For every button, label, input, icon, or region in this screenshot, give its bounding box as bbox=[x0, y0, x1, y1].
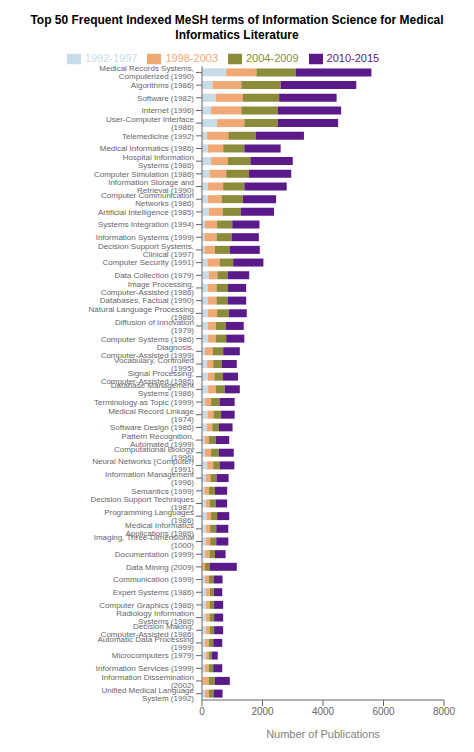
svg-text:2000: 2000 bbox=[251, 706, 274, 717]
svg-text:Decision Support Techniques(19: Decision Support Techniques(1987) bbox=[91, 495, 195, 512]
svg-text:Communication (1999): Communication (1999) bbox=[113, 575, 194, 584]
svg-text:6000: 6000 bbox=[372, 706, 395, 717]
svg-text:Expert Systems (1986): Expert Systems (1986) bbox=[113, 588, 195, 597]
svg-text:Information Services (1999): Information Services (1999) bbox=[96, 664, 195, 673]
svg-text:Software (1982): Software (1982) bbox=[137, 94, 194, 103]
svg-text:Decision Support Systems,Clini: Decision Support Systems,Clinical (1997) bbox=[98, 242, 194, 259]
svg-text:Telemedicine (1992): Telemedicine (1992) bbox=[122, 132, 194, 141]
svg-text:Computer Simulation (1986): Computer Simulation (1986) bbox=[94, 170, 194, 179]
svg-text:Computer Graphics (1986): Computer Graphics (1986) bbox=[99, 601, 194, 610]
svg-text:Computer Security (1991): Computer Security (1991) bbox=[102, 258, 194, 267]
svg-text:Medical Records Systems,Comput: Medical Records Systems,Computerized (19… bbox=[99, 64, 194, 81]
svg-text:0: 0 bbox=[199, 706, 205, 717]
svg-text:Semantics (1999): Semantics (1999) bbox=[131, 487, 194, 496]
svg-text:Microcomputers (1979): Microcomputers (1979) bbox=[112, 651, 195, 660]
svg-text:Information Systems (1999): Information Systems (1999) bbox=[96, 233, 195, 242]
svg-text:Image Processing,Computer-Assi: Image Processing,Computer-Assisted (1986… bbox=[101, 280, 195, 297]
svg-text:4000: 4000 bbox=[312, 706, 335, 717]
svg-text:Computer Systems (1986): Computer Systems (1986) bbox=[101, 335, 195, 344]
svg-text:User-Computer Interface(1986): User-Computer Interface(1986) bbox=[106, 115, 195, 132]
svg-text:Medical Informatics (1986): Medical Informatics (1986) bbox=[100, 144, 195, 153]
svg-text:Terminology as Topic (1999): Terminology as Topic (1999) bbox=[94, 398, 194, 407]
svg-text:Software Design (1986): Software Design (1986) bbox=[110, 423, 194, 432]
svg-text:Systems Integration (1994): Systems Integration (1994) bbox=[98, 220, 194, 229]
svg-text:Internet (1996): Internet (1996) bbox=[142, 106, 195, 115]
svg-text:Number of Publications: Number of Publications bbox=[266, 728, 380, 740]
svg-text:Information Dissemination(2002: Information Dissemination(2002) bbox=[102, 673, 195, 690]
svg-text:Information Storage andRetriev: Information Storage andRetrieval (1990) bbox=[108, 178, 194, 195]
svg-text:Diagnosis,Computer-Assisted (1: Diagnosis,Computer-Assisted (1999) bbox=[101, 343, 195, 360]
svg-text:8000: 8000 bbox=[433, 706, 456, 717]
svg-text:Artificial Intelligence (1985): Artificial Intelligence (1985) bbox=[98, 208, 194, 217]
svg-text:Pattern Recognition,Automated: Pattern Recognition,Automated (1999) bbox=[122, 432, 195, 449]
svg-text:Data Mining (2009): Data Mining (2009) bbox=[126, 563, 194, 572]
svg-text:Documentation (1999): Documentation (1999) bbox=[115, 550, 194, 559]
svg-text:Natural Language Processing(19: Natural Language Processing(1986) bbox=[89, 305, 195, 322]
svg-text:Data Collection (1979): Data Collection (1979) bbox=[114, 271, 194, 280]
svg-text:Databases, Factual (1990): Databases, Factual (1990) bbox=[100, 296, 195, 305]
svg-text:Algorithms (1986): Algorithms (1986) bbox=[131, 81, 194, 90]
svg-text:Radiology InformationSystems (: Radiology InformationSystems (1986) bbox=[116, 609, 194, 626]
svg-text:Medical Record Linkage(1974): Medical Record Linkage(1974) bbox=[108, 407, 194, 424]
svg-text:Hospital InformationSystems (1: Hospital InformationSystems (1986) bbox=[123, 153, 194, 170]
